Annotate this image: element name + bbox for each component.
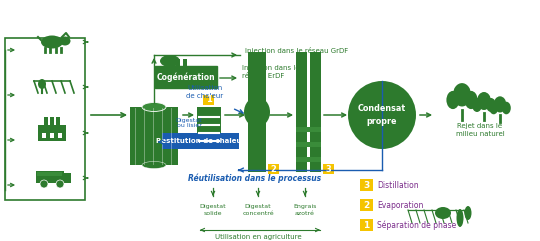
Text: 3: 3 bbox=[363, 181, 369, 189]
Bar bbox=[50, 117, 54, 125]
Text: Réutilisation dans le processus: Réutilisation dans le processus bbox=[188, 173, 321, 183]
FancyBboxPatch shape bbox=[360, 219, 373, 231]
Ellipse shape bbox=[477, 92, 491, 110]
Bar bbox=[296, 142, 321, 147]
Bar bbox=[296, 127, 321, 132]
Circle shape bbox=[348, 81, 416, 149]
Text: Rejet dans le
milieu naturel: Rejet dans le milieu naturel bbox=[456, 123, 504, 137]
FancyBboxPatch shape bbox=[323, 164, 334, 174]
Text: Distillation: Distillation bbox=[377, 181, 418, 189]
Ellipse shape bbox=[494, 96, 507, 113]
Text: 2: 2 bbox=[363, 201, 369, 209]
FancyBboxPatch shape bbox=[360, 199, 373, 211]
Text: Restitution de chaleur: Restitution de chaleur bbox=[156, 138, 245, 144]
Bar bbox=[296, 157, 321, 162]
FancyBboxPatch shape bbox=[162, 133, 239, 149]
Text: 1: 1 bbox=[206, 95, 212, 105]
Bar bbox=[44, 117, 48, 125]
Text: 1: 1 bbox=[363, 221, 369, 229]
Ellipse shape bbox=[486, 98, 496, 112]
Text: Condensat
propre: Condensat propre bbox=[358, 104, 406, 126]
Bar bbox=[296, 52, 307, 172]
Bar bbox=[56, 117, 60, 125]
Ellipse shape bbox=[41, 35, 63, 48]
FancyBboxPatch shape bbox=[360, 179, 373, 191]
Ellipse shape bbox=[447, 91, 460, 109]
Bar bbox=[58, 133, 62, 138]
FancyBboxPatch shape bbox=[155, 66, 217, 88]
Ellipse shape bbox=[142, 102, 166, 112]
Text: Utilisation
de chaleur: Utilisation de chaleur bbox=[186, 85, 224, 99]
Text: Evaporation: Evaporation bbox=[377, 201, 423, 209]
Bar bbox=[5, 38, 85, 200]
Ellipse shape bbox=[38, 79, 46, 89]
Bar bbox=[197, 107, 221, 147]
Text: Cogénération: Cogénération bbox=[157, 72, 215, 82]
Ellipse shape bbox=[160, 55, 180, 67]
Bar bbox=[248, 52, 266, 172]
Bar bbox=[38, 125, 66, 141]
Bar bbox=[42, 133, 46, 138]
Text: Séparation de phase: Séparation de phase bbox=[377, 220, 456, 230]
Text: 3: 3 bbox=[326, 165, 332, 174]
Bar bbox=[176, 59, 180, 66]
Ellipse shape bbox=[472, 98, 482, 112]
Ellipse shape bbox=[456, 209, 463, 227]
Text: Engrais
azotré: Engrais azotré bbox=[293, 204, 316, 216]
Ellipse shape bbox=[502, 102, 511, 114]
Text: ■: ■ bbox=[40, 30, 64, 54]
FancyBboxPatch shape bbox=[268, 164, 279, 174]
FancyBboxPatch shape bbox=[203, 95, 214, 105]
Bar bbox=[50, 133, 54, 138]
Bar bbox=[130, 107, 178, 165]
Ellipse shape bbox=[489, 102, 498, 114]
Text: Digestat
solide: Digestat solide bbox=[200, 204, 226, 216]
Ellipse shape bbox=[464, 91, 477, 109]
Circle shape bbox=[40, 180, 48, 188]
Ellipse shape bbox=[244, 97, 270, 127]
Circle shape bbox=[56, 180, 64, 188]
Bar bbox=[62, 173, 71, 183]
Ellipse shape bbox=[142, 161, 166, 168]
Bar bbox=[169, 59, 173, 66]
Text: Injection dans le réseau GrDF: Injection dans le réseau GrDF bbox=[245, 47, 348, 54]
Bar bbox=[310, 52, 321, 172]
Text: Digestat
concentré: Digestat concentré bbox=[242, 204, 274, 216]
Bar bbox=[37, 172, 62, 176]
Bar bbox=[36, 171, 64, 183]
Ellipse shape bbox=[464, 206, 471, 220]
Text: Digestat
ou lisier: Digestat ou lisier bbox=[176, 118, 202, 128]
Text: Utilisation en agriculture: Utilisation en agriculture bbox=[215, 234, 301, 240]
Ellipse shape bbox=[59, 36, 71, 46]
Ellipse shape bbox=[453, 83, 471, 107]
Text: Injection dans le
réseau ErDF: Injection dans le réseau ErDF bbox=[242, 65, 300, 79]
Bar bbox=[183, 59, 187, 66]
Text: 2: 2 bbox=[271, 165, 276, 174]
Ellipse shape bbox=[435, 207, 451, 219]
